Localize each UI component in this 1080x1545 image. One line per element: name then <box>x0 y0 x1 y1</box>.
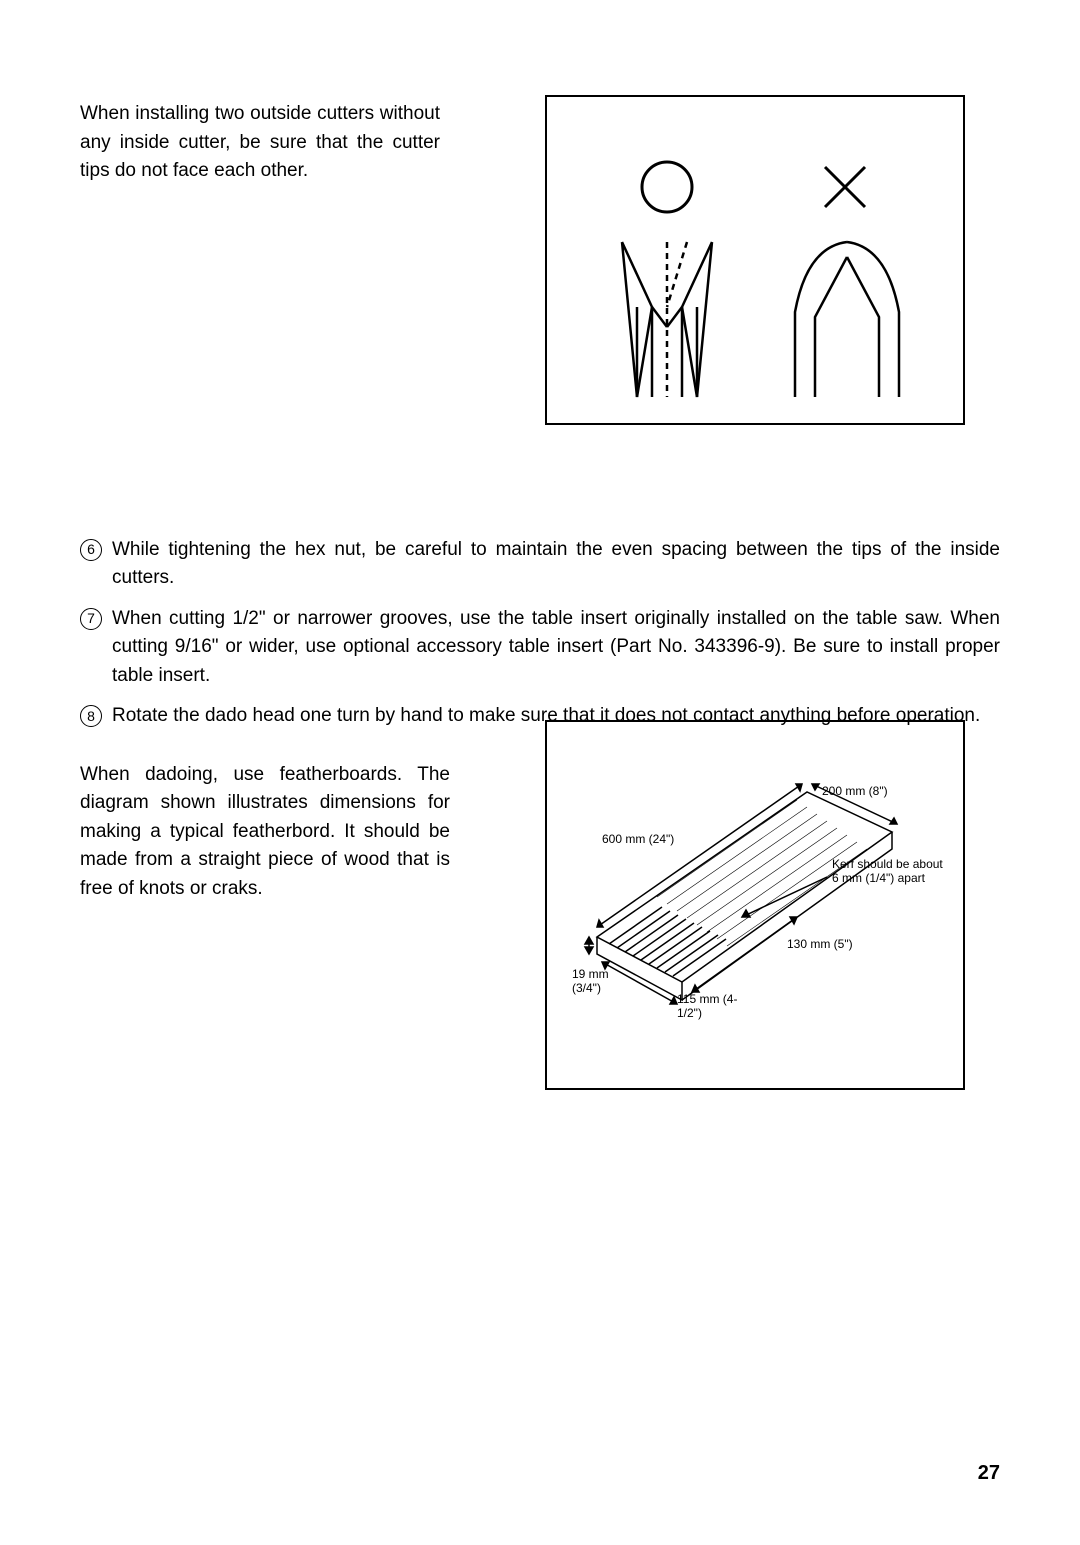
item-number-icon: 7 <box>80 608 102 630</box>
cutter-orientation-diagram <box>545 95 965 425</box>
instruction-list: 6 While tightening the hex nut, be caref… <box>80 536 1000 731</box>
item-number-icon: 8 <box>80 705 102 727</box>
list-item: 6 While tightening the hex nut, be caref… <box>80 536 1000 593</box>
dim-label-end-width: 115 mm (4-1/2") <box>677 992 747 1020</box>
item-text: While tightening the hex nut, be careful… <box>112 536 1000 593</box>
featherboard-paragraph: When dadoing, use featherboards. The dia… <box>80 761 450 904</box>
list-item: 7 When cutting 1/2" or narrower grooves,… <box>80 605 1000 691</box>
intro-paragraph: When installing two outside cutters with… <box>80 100 440 186</box>
dim-label-thickness: 19 mm (3/4") <box>572 967 622 995</box>
dim-label-kerf-length: 130 mm (5") <box>787 937 853 951</box>
page-number: 27 <box>978 1462 1000 1485</box>
featherboard-dimensions-diagram: 200 mm (8") 600 mm (24") Kerf should be … <box>545 720 965 1090</box>
dim-label-length: 600 mm (24") <box>602 832 674 846</box>
item-text: When cutting 1/2" or narrower grooves, u… <box>112 605 1000 691</box>
item-number-icon: 6 <box>80 539 102 561</box>
dim-label-width: 200 mm (8") <box>822 784 888 798</box>
dim-label-kerf-note: Kerf should be about 6 mm (1/4") apart <box>832 857 952 885</box>
